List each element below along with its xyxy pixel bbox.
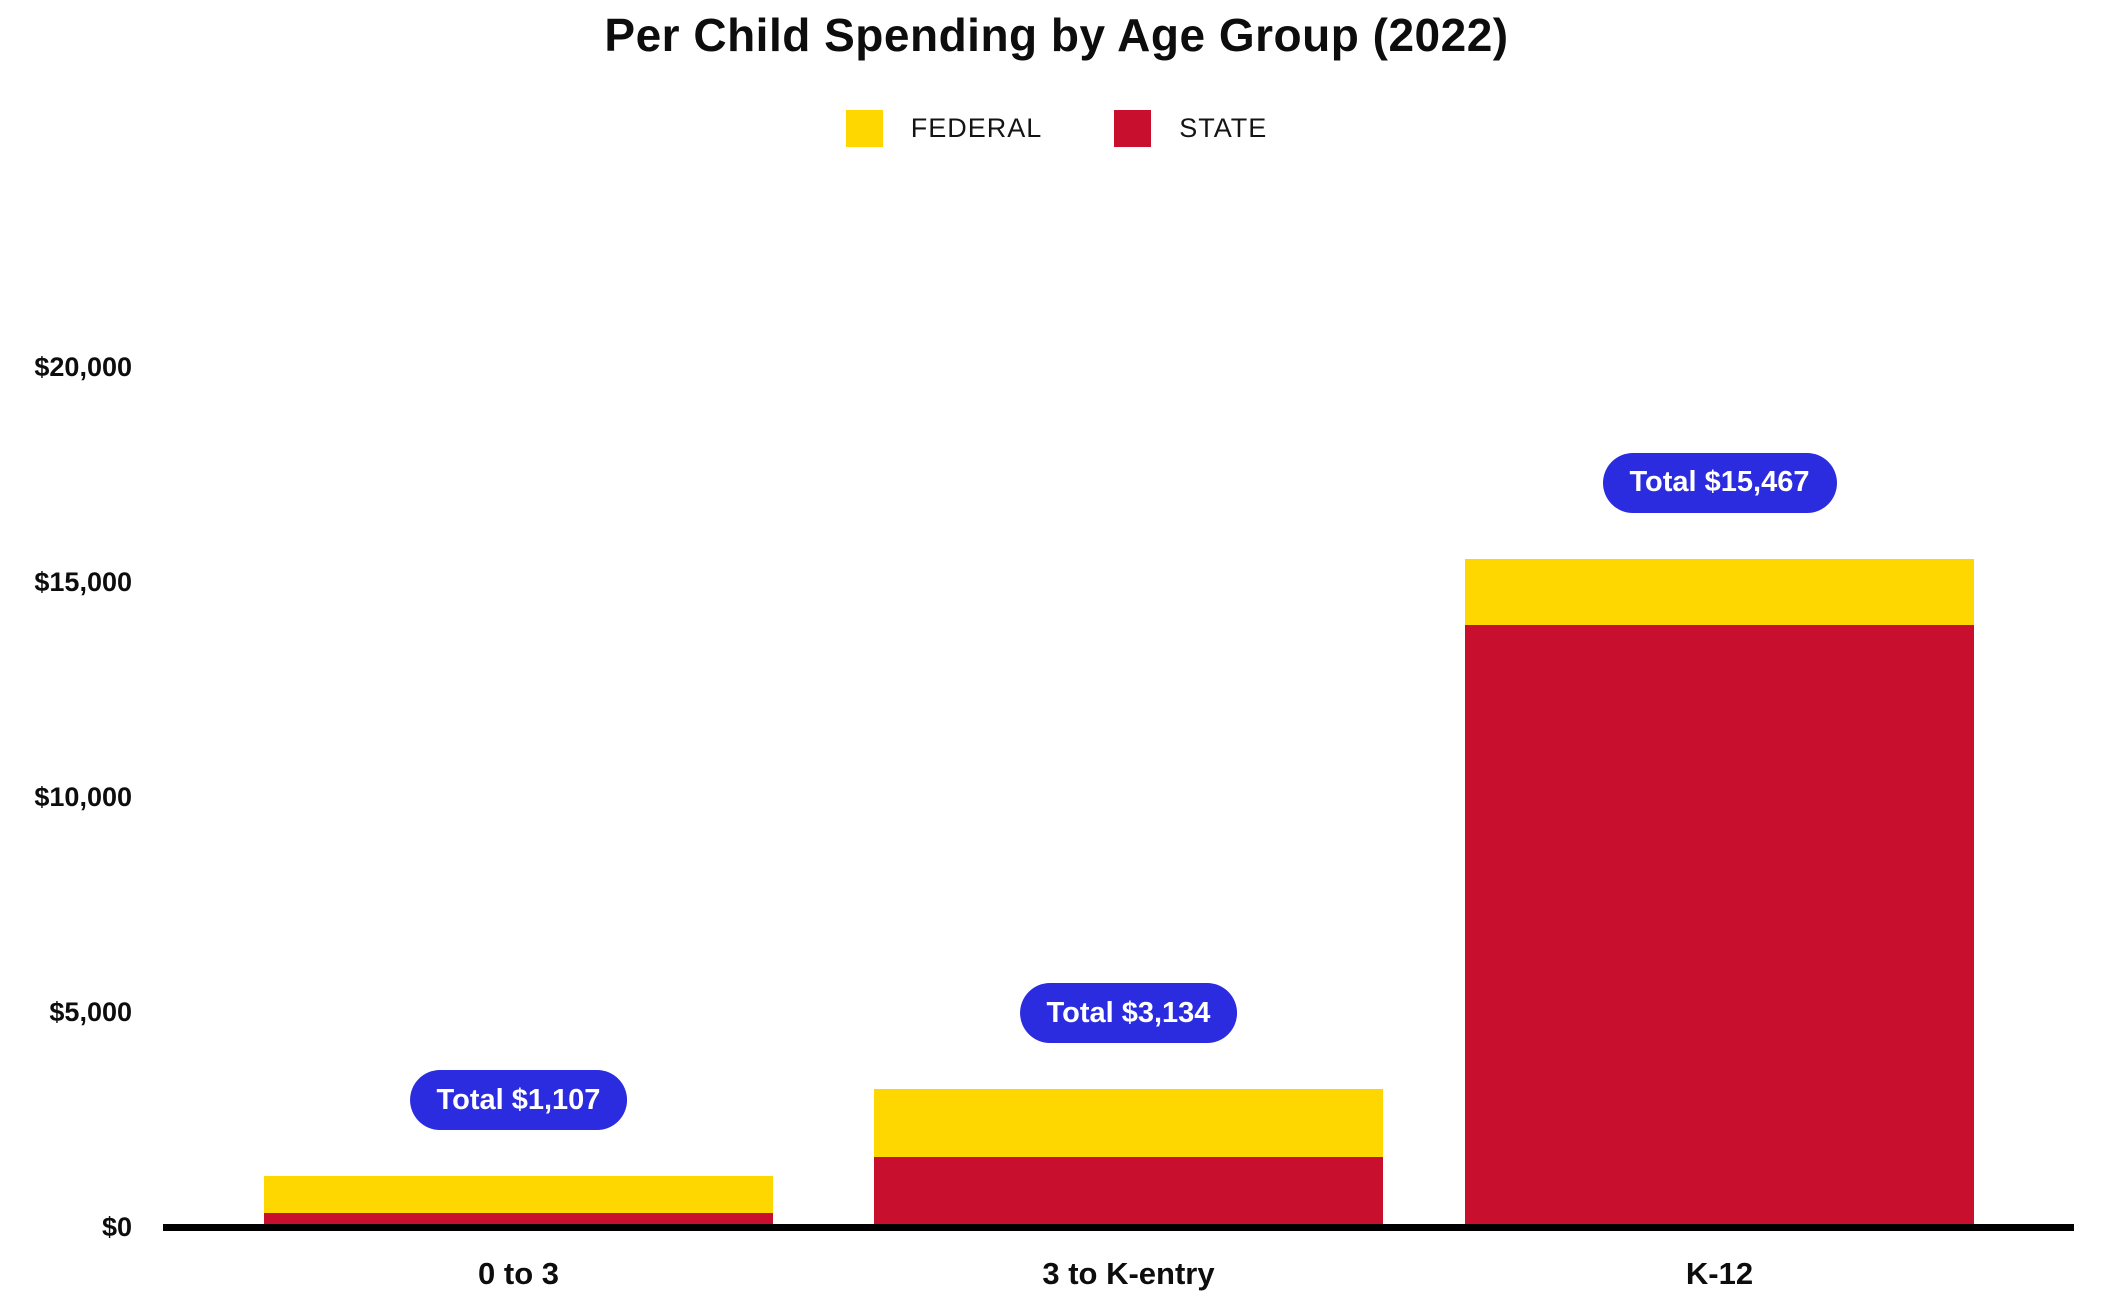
- bar-segment-state: [1465, 625, 1974, 1224]
- legend-item-state: STATE: [1114, 110, 1267, 147]
- y-axis-tick-label-5000: $5,000: [49, 997, 132, 1027]
- bar-segment-federal: [874, 1089, 1383, 1158]
- total-pill: Total $1,107: [409, 1070, 628, 1131]
- stacked-bar: [874, 1089, 1383, 1224]
- stacked-bar: [264, 1176, 773, 1224]
- y-axis-tick-label-20000: $20,000: [34, 352, 132, 382]
- bar-segment-state: [264, 1213, 773, 1224]
- bar-segment-federal: [1465, 558, 1974, 626]
- category-label: 0 to 3: [478, 1256, 559, 1291]
- state-color-swatch-icon: [1114, 110, 1152, 147]
- bar-segment-federal: [264, 1176, 773, 1214]
- legend-item-federal: FEDERAL: [845, 110, 1043, 147]
- legend: FEDERAL STATE: [0, 110, 2113, 147]
- total-pill: Total $3,134: [1019, 983, 1238, 1044]
- y-axis-tick-label-0: $0: [101, 1212, 132, 1242]
- total-pill: Total $15,467: [1602, 452, 1837, 513]
- y-axis-tick-label-15000: $15,000: [34, 567, 132, 597]
- legend-label-state: STATE: [1179, 113, 1268, 143]
- category-label: 3 to K-entry: [1042, 1256, 1215, 1291]
- bar-segment-state: [874, 1157, 1383, 1224]
- x-axis-baseline: [163, 1224, 2074, 1231]
- stacked-bar: [1465, 558, 1974, 1224]
- legend-label-federal: FEDERAL: [910, 113, 1043, 143]
- bar-group-0-to-3: Total $1,107 0 to 3: [264, 0, 773, 1310]
- federal-color-swatch-icon: [845, 110, 883, 147]
- bar-group-k-12: Total $15,467 K-12: [1465, 0, 1974, 1310]
- y-axis-tick-label-10000: $10,000: [34, 782, 132, 812]
- bar-group-3-to-k-entry: Total $3,134 3 to K-entry: [874, 0, 1383, 1310]
- chart-title: Per Child Spending by Age Group (2022): [604, 9, 1509, 61]
- category-label: K-12: [1685, 1256, 1754, 1291]
